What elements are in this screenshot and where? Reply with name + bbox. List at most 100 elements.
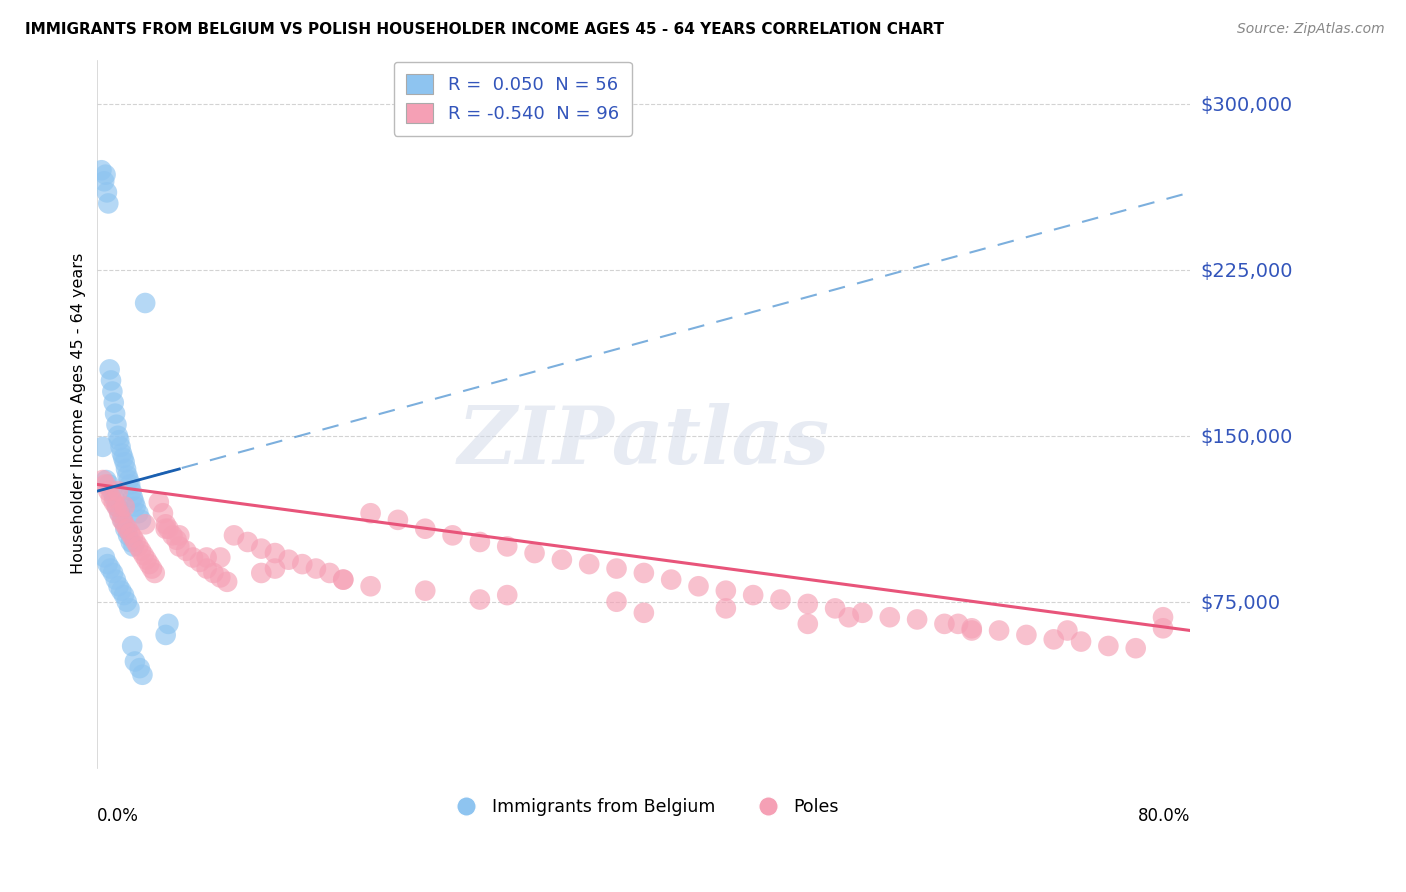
Point: [195, 550, 218, 565]
Point: [305, 561, 328, 575]
Point: [659, 573, 682, 587]
Point: [188, 555, 211, 569]
Point: [960, 621, 983, 635]
Point: [114, 500, 136, 514]
Point: [1015, 628, 1038, 642]
Point: [468, 535, 491, 549]
Point: [96, 186, 118, 200]
Point: [115, 595, 138, 609]
Point: [100, 484, 122, 499]
Point: [236, 535, 259, 549]
Point: [120, 526, 142, 541]
Point: [94, 477, 117, 491]
Point: [960, 624, 983, 638]
Point: [605, 595, 627, 609]
Point: [714, 601, 737, 615]
Point: [107, 579, 129, 593]
Point: [117, 528, 139, 542]
Point: [360, 579, 382, 593]
Point: [496, 540, 519, 554]
Text: 80.0%: 80.0%: [1137, 806, 1191, 824]
Point: [217, 574, 239, 589]
Point: [838, 610, 860, 624]
Point: [496, 588, 519, 602]
Point: [112, 450, 135, 465]
Point: [118, 601, 141, 615]
Legend: Immigrants from Belgium, Poles: Immigrants from Belgium, Poles: [441, 791, 846, 822]
Point: [108, 434, 131, 448]
Point: [121, 484, 143, 499]
Point: [101, 566, 124, 580]
Point: [93, 174, 115, 188]
Point: [155, 517, 177, 532]
Point: [97, 196, 120, 211]
Point: [101, 384, 124, 399]
Point: [117, 468, 139, 483]
Point: [91, 440, 114, 454]
Point: [742, 588, 765, 602]
Y-axis label: Householder Income Ages 45 - 64 years: Householder Income Ages 45 - 64 years: [72, 253, 86, 574]
Point: [797, 597, 820, 611]
Point: [121, 639, 143, 653]
Point: [169, 528, 191, 542]
Text: ZIPatlas: ZIPatlas: [458, 403, 830, 481]
Point: [934, 616, 956, 631]
Point: [97, 557, 120, 571]
Point: [105, 500, 128, 514]
Point: [122, 531, 145, 545]
Point: [129, 513, 152, 527]
Point: [127, 540, 149, 554]
Point: [108, 506, 131, 520]
Point: [209, 550, 232, 565]
Point: [124, 535, 146, 549]
Point: [124, 655, 146, 669]
Point: [120, 477, 142, 491]
Point: [633, 606, 655, 620]
Point: [91, 473, 114, 487]
Point: [905, 612, 928, 626]
Point: [143, 566, 166, 580]
Point: [169, 540, 191, 554]
Point: [135, 552, 157, 566]
Text: Source: ZipAtlas.com: Source: ZipAtlas.com: [1237, 22, 1385, 37]
Point: [107, 484, 129, 499]
Point: [155, 522, 177, 536]
Point: [134, 517, 156, 532]
Point: [166, 533, 188, 547]
Point: [277, 552, 299, 566]
Point: [181, 550, 204, 565]
Point: [441, 528, 464, 542]
Point: [250, 566, 273, 580]
Point: [551, 552, 574, 566]
Point: [152, 506, 174, 520]
Point: [1097, 639, 1119, 653]
Point: [202, 566, 225, 580]
Point: [105, 500, 128, 514]
Point: [468, 592, 491, 607]
Point: [1152, 621, 1174, 635]
Point: [157, 616, 180, 631]
Point: [155, 628, 177, 642]
Point: [104, 573, 127, 587]
Point: [103, 491, 125, 505]
Point: [117, 522, 139, 536]
Point: [96, 473, 118, 487]
Point: [103, 395, 125, 409]
Point: [946, 616, 969, 631]
Point: [111, 446, 134, 460]
Point: [115, 462, 138, 476]
Point: [318, 566, 340, 580]
Point: [222, 528, 245, 542]
Text: IMMIGRANTS FROM BELGIUM VS POLISH HOUSEHOLDER INCOME AGES 45 - 64 YEARS CORRELAT: IMMIGRANTS FROM BELGIUM VS POLISH HOUSEH…: [25, 22, 945, 37]
Point: [104, 407, 127, 421]
Point: [111, 513, 134, 527]
Point: [988, 624, 1011, 638]
Point: [107, 429, 129, 443]
Point: [1152, 610, 1174, 624]
Point: [264, 561, 287, 575]
Point: [688, 579, 710, 593]
Point: [120, 535, 142, 549]
Point: [824, 601, 846, 615]
Point: [291, 557, 314, 571]
Point: [128, 661, 150, 675]
